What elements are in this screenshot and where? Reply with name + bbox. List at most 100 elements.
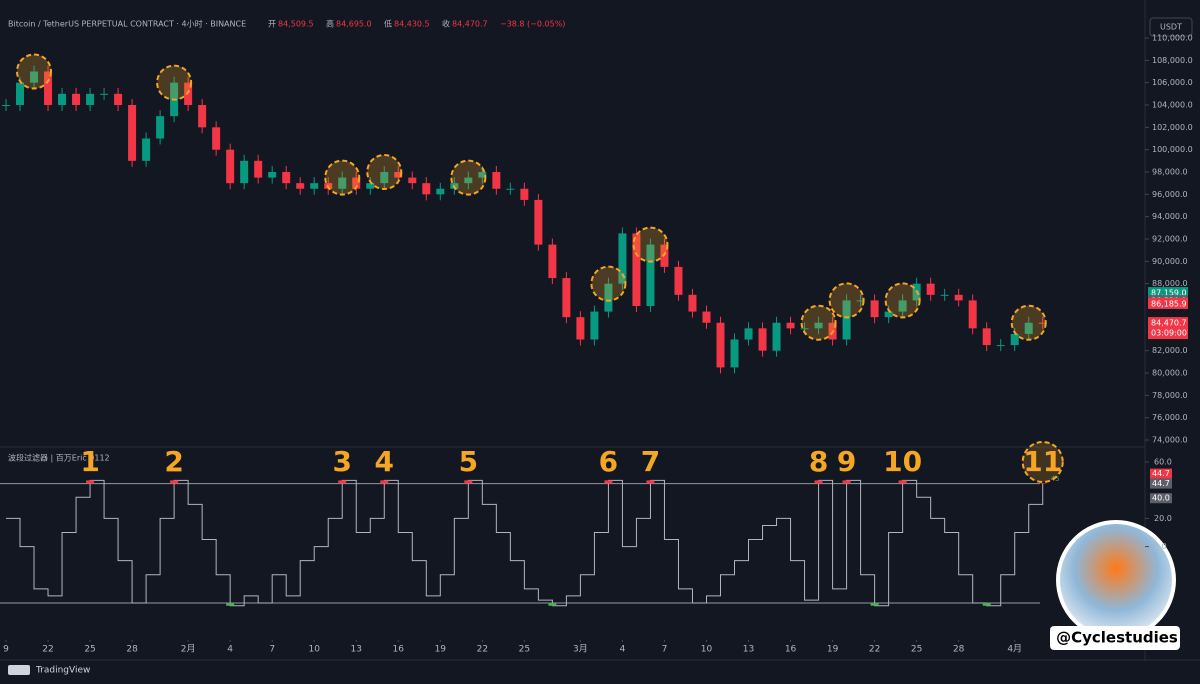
highlight-circle — [633, 228, 667, 262]
candle — [436, 189, 444, 195]
peak-bar — [86, 480, 94, 483]
peak-number: 8 — [809, 445, 828, 478]
candle — [787, 323, 795, 329]
x-tick-label: 7 — [269, 645, 275, 655]
highlight-circle — [367, 155, 401, 189]
y-tick-label: 94,000.0 — [1152, 212, 1188, 221]
y-tick-label: 60.0 — [1154, 458, 1172, 467]
highlight-circle — [1012, 306, 1046, 340]
candle — [548, 245, 556, 278]
candle — [927, 284, 935, 295]
x-tick-label: 25 — [84, 645, 95, 655]
candle — [86, 94, 94, 105]
symbol: Bitcoin / TetherUS PERPETUAL CONTRACT · … — [8, 19, 246, 29]
candle — [198, 105, 206, 127]
x-tick-label: 25 — [911, 645, 922, 655]
peak-number: 2 — [164, 445, 183, 478]
osc-tag-label: 44.7 — [1152, 479, 1170, 488]
peak-number: 1 — [80, 445, 99, 478]
ohlc-label: 高 — [326, 19, 334, 29]
candle — [773, 323, 781, 351]
peak-number: 9 — [837, 445, 856, 478]
trough-bar — [871, 603, 879, 606]
candle — [100, 94, 108, 95]
y-tick-label: 110,000.0 — [1152, 34, 1193, 43]
candle — [128, 105, 136, 161]
x-tick-label: 28 — [953, 645, 965, 655]
peak-circle — [1023, 442, 1063, 482]
y-tick-label: 108,000.0 — [1152, 56, 1193, 65]
candle — [422, 183, 430, 194]
candle — [212, 127, 220, 149]
candle — [310, 183, 318, 189]
candle — [268, 172, 276, 178]
x-tick-label: 22 — [42, 645, 53, 655]
candle — [759, 328, 767, 350]
y-tick-label: 0.0 — [1154, 542, 1167, 551]
highlight-circle — [157, 66, 191, 100]
peak-number: 6 — [599, 445, 618, 478]
x-tick-label: 16 — [785, 645, 797, 655]
ohlc-value: 84,695.0 — [336, 20, 372, 29]
peak-bar — [815, 480, 823, 483]
trough-bar — [226, 603, 234, 606]
candle — [506, 189, 514, 190]
brand-logo — [8, 665, 30, 675]
x-tick-label: 10 — [701, 645, 713, 655]
highlight-circle — [17, 55, 51, 89]
bottom-bar — [0, 660, 1200, 680]
highlight-circle — [451, 161, 485, 195]
peak-number: 10 — [883, 445, 922, 478]
peak-number: 5 — [459, 445, 478, 478]
candle — [72, 94, 80, 105]
highlight-circle — [886, 283, 920, 317]
y-tick-label: 90,000.0 — [1152, 257, 1188, 266]
peak-bar — [646, 480, 654, 483]
x-tick-label: 28 — [126, 645, 138, 655]
peak-number: 3 — [332, 445, 351, 478]
y-tick-label: 106,000.0 — [1152, 78, 1193, 87]
candle — [562, 278, 570, 317]
candle — [969, 300, 977, 328]
x-tick-label: 4 — [227, 645, 233, 655]
peak-bar — [604, 480, 612, 483]
y-tick-label: 88,000.0 — [1152, 279, 1188, 288]
x-tick-label: 2月 — [181, 644, 196, 655]
candle — [590, 312, 598, 340]
candle — [114, 94, 122, 105]
handle: @Cyclestudies — [1056, 629, 1178, 647]
y-tick-label: 92,000.0 — [1152, 235, 1188, 244]
candle — [492, 172, 500, 189]
osc-tag-label: 40.0 — [1152, 494, 1170, 503]
highlight-circle — [591, 267, 625, 301]
candle — [674, 267, 682, 295]
candle — [240, 161, 248, 183]
trough-bar — [548, 603, 556, 606]
y-tick-label: 82,000.0 — [1152, 346, 1188, 355]
candle — [282, 172, 290, 183]
peak-number: 4 — [375, 445, 394, 478]
y-tick-label: 76,000.0 — [1152, 413, 1188, 422]
price-tag-label: 86,185.9 — [1151, 299, 1187, 308]
x-tick-label: 22 — [477, 645, 488, 655]
candle — [534, 200, 542, 245]
brand: TradingView — [35, 666, 90, 676]
osc-tag-label: 44.7 — [1152, 469, 1170, 478]
avatar — [1058, 522, 1174, 638]
highlight-circle — [830, 283, 864, 317]
peak-bar — [380, 480, 388, 483]
candle — [16, 83, 24, 105]
x-tick-label: 22 — [869, 645, 880, 655]
x-tick-label: 3月 — [573, 644, 588, 655]
y-tick-label: 100,000.0 — [1152, 145, 1193, 154]
candle — [702, 312, 710, 323]
ohlc-label: 开 — [268, 20, 276, 29]
candle — [142, 139, 150, 161]
ohlc-value: 84,470.7 — [452, 20, 488, 29]
y-tick-label: 96,000.0 — [1152, 190, 1188, 199]
candle — [1011, 334, 1019, 345]
currency[interactable]: USDT — [1160, 23, 1182, 32]
peak-bar — [843, 480, 851, 483]
candle — [997, 345, 1005, 346]
y-tick-label: 74,000.0 — [1152, 436, 1188, 445]
